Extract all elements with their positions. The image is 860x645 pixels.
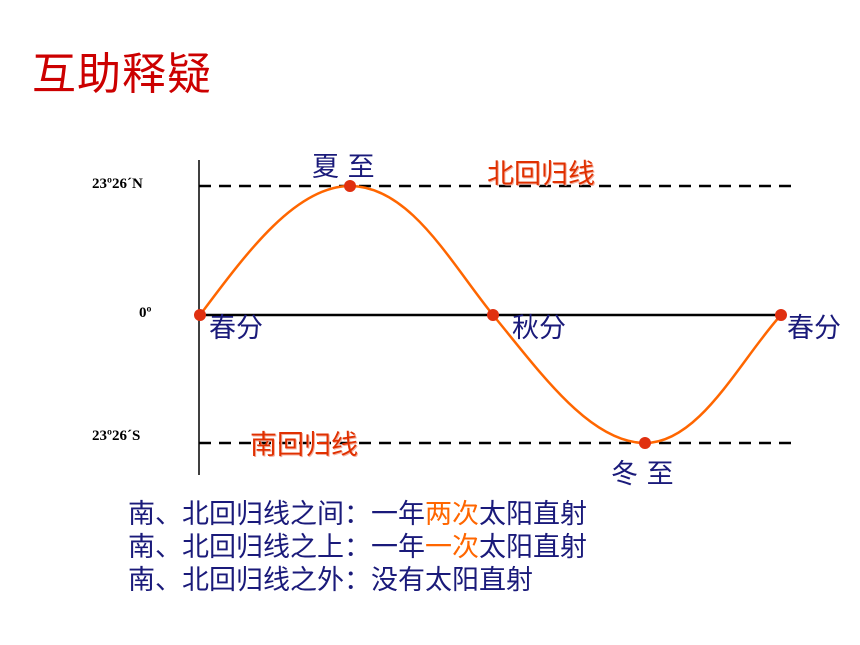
spring-equinox-end-label: 春分	[787, 313, 841, 344]
north-latitude-label: 23º26´N	[92, 176, 143, 192]
spring-equinox-label: 春分	[209, 313, 263, 344]
caption-1-text: 南、北回归线之间：一年	[128, 499, 425, 530]
summer-solstice-label: 夏 至	[312, 152, 375, 183]
caption-line-3: 南、北回归线之外：没有太阳直射	[128, 564, 533, 597]
zero-latitude-label: 0º	[139, 305, 152, 321]
spring-equinox-point	[194, 309, 206, 321]
winter-solstice-label: 冬 至	[611, 459, 674, 490]
page-title: 互助释疑	[32, 49, 212, 100]
summer-solstice-point	[344, 180, 356, 192]
caption-2-text: 南、北回归线之上：一年	[128, 532, 425, 563]
caption-2-suffix: 太阳直射	[479, 532, 587, 563]
spring-equinox-end-point	[775, 309, 787, 321]
caption-line-1: 南、北回归线之间：一年两次太阳直射	[128, 498, 587, 531]
caption-3-text: 南、北回归线之外：没有太阳直射	[128, 565, 533, 596]
south-latitude-label: 23º26´S	[92, 428, 141, 444]
caption-2-highlight: 一次	[425, 532, 479, 563]
tropic-cancer-label: 北回归线	[487, 159, 595, 190]
caption-1-suffix: 太阳直射	[479, 499, 587, 530]
tropic-capricorn-label: 南回归线	[250, 430, 358, 461]
autumn-equinox-point	[487, 309, 499, 321]
winter-solstice-point	[639, 437, 651, 449]
caption-line-2: 南、北回归线之上：一年一次太阳直射	[128, 531, 587, 564]
autumn-equinox-label: 秋分	[512, 313, 566, 344]
caption-1-highlight: 两次	[425, 499, 479, 530]
